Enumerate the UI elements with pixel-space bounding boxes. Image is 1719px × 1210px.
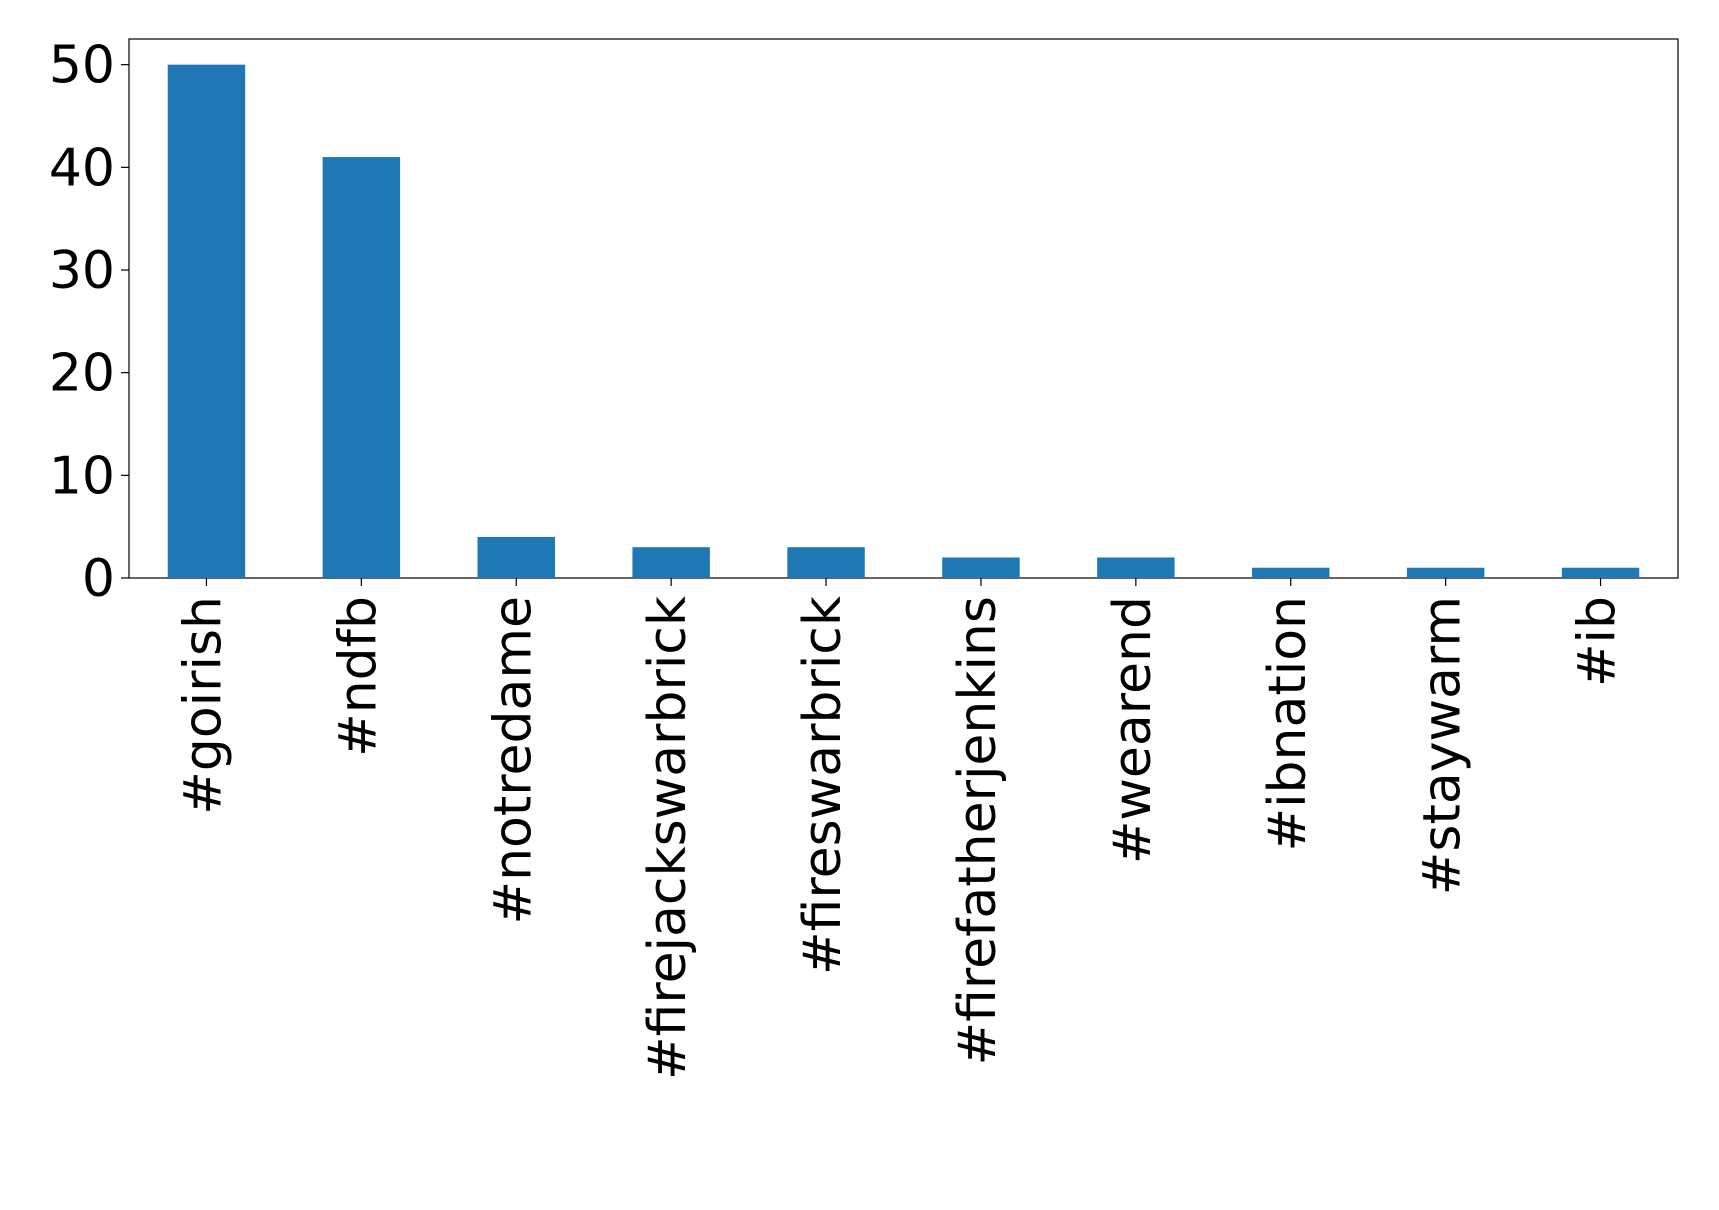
x-tick-label: #fireswarbrick bbox=[793, 596, 853, 975]
bar bbox=[1097, 557, 1175, 578]
x-tick-label: #ib bbox=[1568, 596, 1628, 687]
bar bbox=[942, 557, 1020, 578]
bar bbox=[477, 536, 555, 578]
y-tick-label: 0 bbox=[82, 549, 115, 609]
x-tick-label: #firefatherjenkins bbox=[948, 596, 1008, 1065]
bar bbox=[1252, 567, 1330, 578]
y-tick-label: 30 bbox=[49, 241, 115, 301]
y-tick-label: 20 bbox=[49, 344, 115, 404]
y-tick-label: 50 bbox=[49, 36, 115, 96]
bar bbox=[1561, 567, 1640, 578]
bar bbox=[787, 547, 865, 578]
bar bbox=[322, 157, 401, 579]
bar bbox=[167, 64, 246, 578]
x-tick-label: #goirish bbox=[173, 596, 233, 815]
y-tick-label: 40 bbox=[49, 138, 115, 198]
x-tick-label: #notredame bbox=[483, 596, 543, 924]
bar bbox=[1406, 567, 1485, 578]
x-tick-label: #ndfb bbox=[328, 596, 388, 757]
y-tick-label: 10 bbox=[49, 446, 115, 506]
x-tick-label: #wearend bbox=[1103, 596, 1163, 864]
x-tick-label: #ibnation bbox=[1258, 596, 1318, 851]
axes-frame bbox=[128, 38, 1679, 579]
x-tick-label: #firejackswarbrick bbox=[638, 596, 698, 1080]
bar bbox=[632, 547, 710, 578]
x-tick-label: #staywarm bbox=[1413, 596, 1473, 895]
